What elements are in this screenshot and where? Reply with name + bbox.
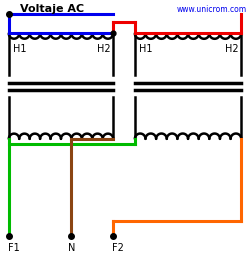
Text: H1: H1 (13, 44, 26, 54)
Text: F1: F1 (8, 242, 20, 252)
Text: F2: F2 (112, 242, 124, 252)
Text: N: N (68, 242, 75, 252)
Text: H2: H2 (226, 44, 239, 54)
Text: Voltaje AC: Voltaje AC (20, 4, 84, 14)
Text: H1: H1 (139, 44, 152, 54)
Text: H2: H2 (98, 44, 111, 54)
Text: www.unicrom.com: www.unicrom.com (177, 5, 247, 14)
